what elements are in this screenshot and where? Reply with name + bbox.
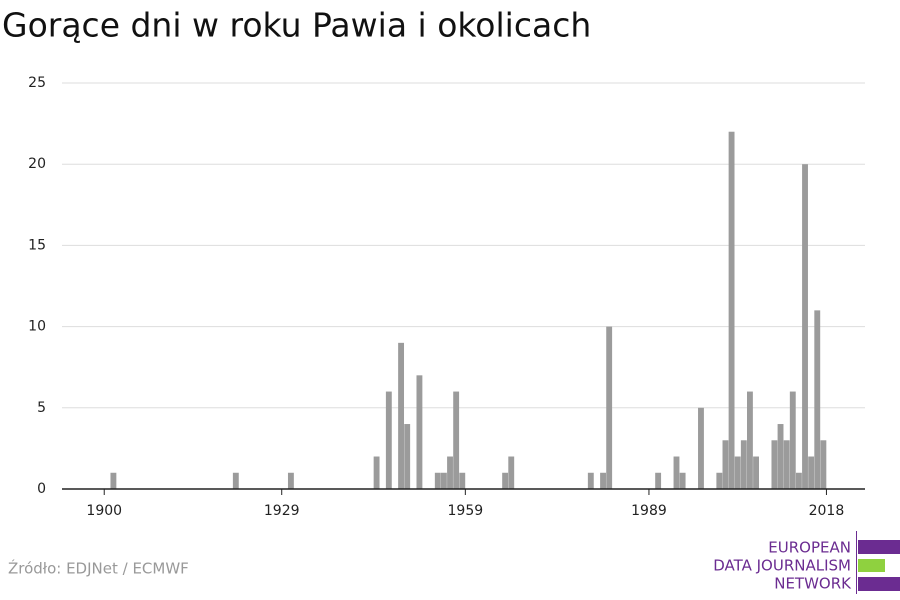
bar (385, 391, 392, 489)
bar (673, 456, 680, 489)
bar (753, 456, 759, 489)
bar (722, 440, 729, 489)
bar (783, 440, 790, 489)
source: Źródło: EDJNet / ECMWF (8, 559, 189, 578)
logo-text: DATA JOURNALISM (713, 557, 851, 575)
bar (587, 472, 594, 489)
bar (808, 456, 815, 489)
x-tick-label: 1929 (264, 503, 300, 519)
bar (459, 472, 466, 489)
bar (795, 472, 802, 489)
logo-bar (858, 577, 900, 591)
logo-text: EUROPEAN (768, 539, 851, 557)
bar (734, 456, 741, 489)
bar (716, 472, 723, 489)
logo: EUROPEAN DATA JOURNALISM NETWORK (713, 531, 900, 594)
x-tick-label: 1959 (448, 503, 484, 519)
chart-title: Gorące dni w roku Pawia i okolicach (2, 6, 591, 45)
bar (404, 424, 411, 489)
bar (606, 326, 613, 489)
bar (789, 391, 796, 489)
x-tick-label: 1900 (86, 503, 122, 519)
bar (728, 131, 735, 489)
x-tick-label: 2018 (809, 503, 845, 519)
bar (740, 440, 747, 489)
bar (600, 472, 606, 489)
y-tick-label: 5 (37, 400, 46, 416)
bar (777, 424, 784, 489)
bar (232, 472, 239, 489)
bar (398, 342, 405, 489)
y-tick-label: 10 (28, 319, 46, 335)
bar (434, 472, 441, 489)
logo-bar (858, 540, 900, 554)
bar (771, 440, 778, 489)
bar (820, 440, 827, 489)
bar (502, 472, 509, 489)
bar (679, 472, 686, 489)
x-tick-label: 1989 (631, 503, 667, 519)
y-tick-label: 0 (37, 481, 46, 497)
bar (655, 472, 662, 489)
bar (814, 310, 821, 489)
bar (698, 407, 704, 489)
bar (746, 391, 753, 489)
bar (416, 375, 423, 489)
logo-bar (858, 559, 885, 572)
bar (508, 456, 515, 489)
logo-text: NETWORK (774, 575, 852, 593)
bar (440, 472, 447, 489)
bar (373, 456, 380, 489)
y-tick-label: 20 (28, 156, 46, 172)
y-tick-label: 15 (28, 237, 46, 253)
bar (287, 472, 294, 489)
y-tick-label: 25 (28, 75, 46, 91)
bar (447, 456, 453, 489)
bar (453, 391, 460, 489)
bar (110, 472, 117, 489)
bar (802, 164, 808, 489)
